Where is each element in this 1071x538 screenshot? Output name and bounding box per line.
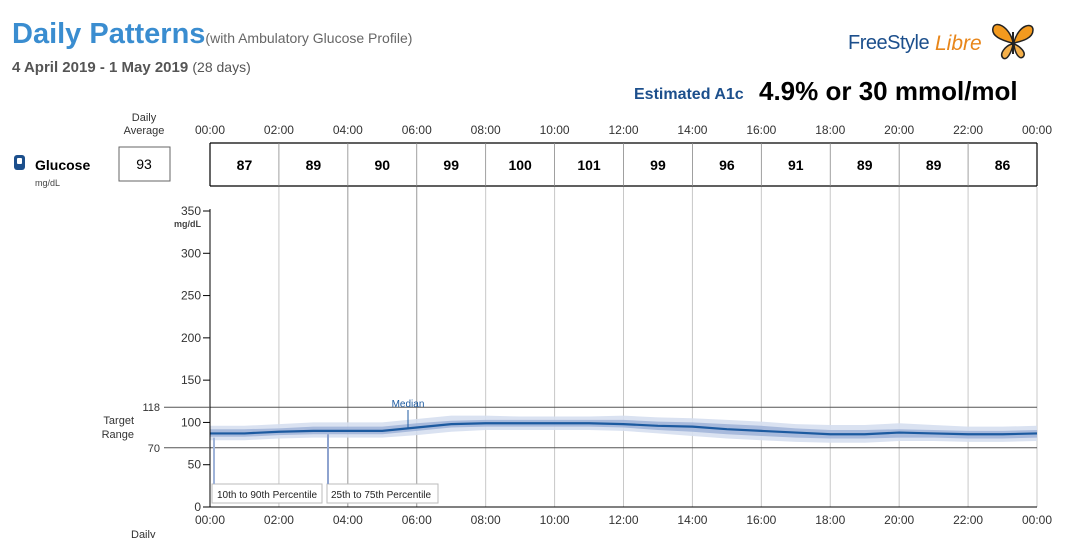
page-title: Daily Patterns(with Ambulatory Glucose P… bbox=[12, 18, 412, 51]
top-time-tick-label: 14:00 bbox=[677, 123, 707, 137]
top-time-tick-label: 04:00 bbox=[333, 123, 363, 137]
y-unit-label: mg/dL bbox=[174, 219, 201, 229]
legend-25-75-label: 25th to 75th Percentile bbox=[331, 490, 432, 501]
bottom-time-tick-label: 00:00 bbox=[1022, 513, 1052, 527]
logo-text-libre: Libre bbox=[935, 32, 982, 55]
bottom-time-tick-label: 14:00 bbox=[677, 513, 707, 527]
date-range: 4 April 2019 - 1 May 2019 (28 days) bbox=[12, 59, 251, 76]
legend-10-90-box bbox=[211, 483, 323, 504]
bottom-time-tick-label: 00:00 bbox=[195, 513, 225, 527]
y-tick-label: 150 bbox=[181, 373, 201, 387]
top-time-tick-label: 12:00 bbox=[608, 123, 638, 137]
top-time-tick-label: 00:00 bbox=[195, 123, 225, 137]
target-range-label-line1: Target bbox=[103, 415, 134, 427]
bin-average-value: 89 bbox=[306, 157, 322, 173]
top-time-tick-label: 10:00 bbox=[540, 123, 570, 137]
bin-average-value: 99 bbox=[650, 157, 666, 173]
y-tick-label: 200 bbox=[181, 331, 201, 345]
top-time-tick-label: 18:00 bbox=[815, 123, 845, 137]
bin-average-value: 86 bbox=[995, 157, 1011, 173]
bottom-time-tick-label: 12:00 bbox=[608, 513, 638, 527]
top-time-tick-label: 16:00 bbox=[746, 123, 776, 137]
title-subtitle: (with Ambulatory Glucose Profile) bbox=[205, 30, 413, 46]
sensor-icon bbox=[14, 155, 25, 170]
daily-average-box bbox=[118, 146, 171, 182]
bottom-time-tick-label: 02:00 bbox=[264, 513, 294, 527]
bottom-time-tick-label: 04:00 bbox=[333, 513, 363, 527]
bottom-daily-label: Daily bbox=[131, 529, 156, 538]
median-line bbox=[210, 422, 1038, 436]
bin-average-value: 87 bbox=[237, 157, 253, 173]
glucose-label: Glucose bbox=[35, 157, 90, 173]
legend-10-90-label: 10th to 90th Percentile bbox=[217, 490, 318, 501]
day-count: (28 days) bbox=[192, 59, 251, 75]
top-time-tick-label: 22:00 bbox=[953, 123, 983, 137]
top-time-tick-label: 20:00 bbox=[884, 123, 914, 137]
top-time-tick-label: 06:00 bbox=[402, 123, 432, 137]
bin-average-value: 90 bbox=[375, 157, 391, 173]
y-tick-label: 250 bbox=[181, 289, 201, 303]
median-annotation-label: Median bbox=[392, 399, 425, 410]
bottom-time-tick-label: 20:00 bbox=[884, 513, 914, 527]
bottom-time-tick-label: 10:00 bbox=[540, 513, 570, 527]
bottom-time-tick-label: 16:00 bbox=[746, 513, 776, 527]
top-time-tick-label: 02:00 bbox=[264, 123, 294, 137]
bottom-time-tick-label: 18:00 bbox=[815, 513, 845, 527]
title-main: Daily Patterns bbox=[12, 18, 206, 50]
target-low-label: 70 bbox=[148, 443, 160, 455]
daily-average-header: Daily Average bbox=[124, 112, 165, 137]
estimated-a1c-value: 4.9% or 30 mmol/mol bbox=[759, 76, 1018, 106]
freestyle-libre-logo: FreeStyle Libre bbox=[848, 20, 1038, 66]
y-tick-label: 300 bbox=[181, 246, 201, 260]
bin-average-value: 89 bbox=[857, 157, 873, 173]
bottom-time-tick-label: 22:00 bbox=[953, 513, 983, 527]
bin-average-value: 91 bbox=[788, 157, 804, 173]
date-range-text: 4 April 2019 - 1 May 2019 bbox=[12, 59, 189, 76]
daily-average-value: 93 bbox=[136, 156, 152, 172]
bottom-time-tick-label: 08:00 bbox=[471, 513, 501, 527]
bin-average-value: 89 bbox=[926, 157, 942, 173]
target-high-label: 118 bbox=[142, 402, 160, 414]
legend-25-75-box bbox=[326, 483, 439, 504]
y-tick-label: 350 bbox=[181, 204, 201, 218]
y-tick-label: 100 bbox=[181, 415, 201, 429]
bin-average-value: 96 bbox=[719, 157, 735, 173]
glucose-unit: mg/dL bbox=[35, 178, 60, 188]
top-time-tick-label: 00:00 bbox=[1022, 123, 1052, 137]
logo-text-freestyle: FreeStyle bbox=[848, 32, 930, 54]
target-range-label-line2: Range bbox=[102, 429, 134, 441]
butterfly-icon bbox=[992, 23, 1034, 60]
bin-average-value: 99 bbox=[443, 157, 459, 173]
bin-average-value: 101 bbox=[577, 157, 601, 173]
y-tick-label: 0 bbox=[194, 500, 201, 514]
estimated-a1c-label: Estimated A1c bbox=[634, 86, 744, 103]
bottom-time-tick-label: 06:00 bbox=[402, 513, 432, 527]
y-tick-label: 50 bbox=[188, 458, 202, 472]
bin-average-value: 100 bbox=[508, 157, 532, 173]
top-time-tick-label: 08:00 bbox=[471, 123, 501, 137]
